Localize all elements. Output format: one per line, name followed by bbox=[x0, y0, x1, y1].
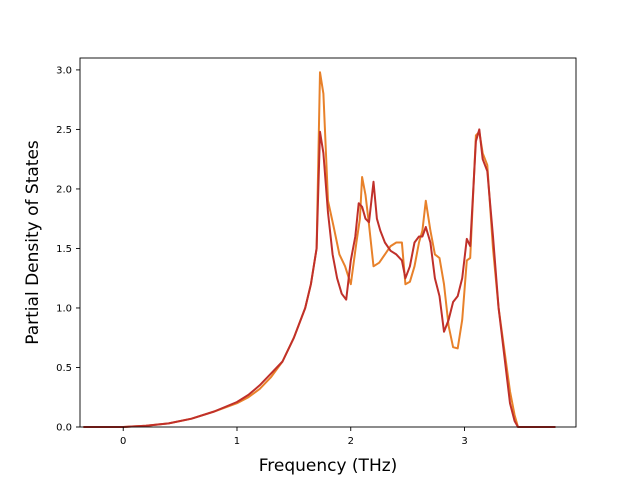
y-tick-label: 2.5 bbox=[56, 125, 72, 136]
plot-frame bbox=[79, 57, 577, 428]
x-axis-ticks: 0 1 2 3 bbox=[120, 427, 468, 447]
y-tick-label: 1.0 bbox=[56, 303, 72, 314]
x-tick-label: 3 bbox=[461, 436, 467, 447]
y-tick-label: 0.0 bbox=[56, 423, 72, 434]
y-axis-label: Partial Density of States bbox=[23, 140, 43, 345]
y-tick-label: 2.0 bbox=[56, 184, 72, 195]
y-tick-label: 1.5 bbox=[56, 244, 72, 255]
pdos-series-line-2 bbox=[83, 128, 556, 428]
x-tick-label: 0 bbox=[120, 436, 126, 447]
y-axis-ticks: 0.0 0.5 1.0 1.5 2.0 2.5 3.0 bbox=[56, 65, 80, 434]
y-tick-label: 3.0 bbox=[56, 65, 72, 76]
series-layer bbox=[83, 71, 556, 428]
y-tick-label: 0.5 bbox=[56, 363, 72, 374]
x-tick-label: 2 bbox=[348, 436, 354, 447]
x-tick-label: 1 bbox=[234, 436, 240, 447]
x-axis-label: Frequency (THz) bbox=[259, 456, 398, 476]
